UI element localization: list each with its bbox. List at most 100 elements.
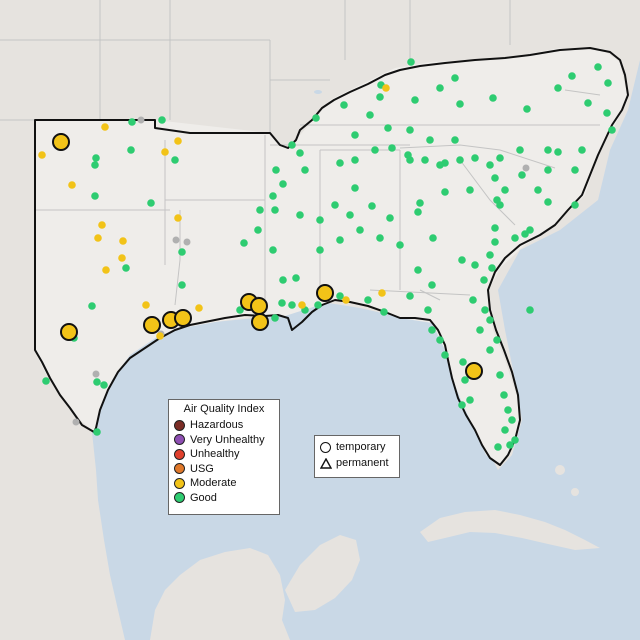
good-monitor-marker[interactable] <box>451 136 459 144</box>
inactive-monitor-marker[interactable] <box>522 164 530 172</box>
good-monitor-marker[interactable] <box>534 186 542 194</box>
good-monitor-marker[interactable] <box>456 100 464 108</box>
good-monitor-marker[interactable] <box>301 166 309 174</box>
good-monitor-marker[interactable] <box>526 226 534 234</box>
good-monitor-marker[interactable] <box>488 264 496 272</box>
good-monitor-marker[interactable] <box>481 306 489 314</box>
good-monitor-marker[interactable] <box>122 264 130 272</box>
good-monitor-marker[interactable] <box>278 299 286 307</box>
good-monitor-marker[interactable] <box>496 201 504 209</box>
good-monitor-marker[interactable] <box>127 146 135 154</box>
good-monitor-marker[interactable] <box>340 101 348 109</box>
good-monitor-marker[interactable] <box>88 302 96 310</box>
good-monitor-marker[interactable] <box>128 118 136 126</box>
moderate-temporary-monitor-marker[interactable] <box>174 309 192 327</box>
good-monitor-marker[interactable] <box>506 441 514 449</box>
good-monitor-marker[interactable] <box>491 238 499 246</box>
good-monitor-marker[interactable] <box>93 428 101 436</box>
good-monitor-marker[interactable] <box>316 216 324 224</box>
good-monitor-marker[interactable] <box>526 306 534 314</box>
inactive-monitor-marker[interactable] <box>92 370 100 378</box>
good-monitor-marker[interactable] <box>496 154 504 162</box>
good-monitor-marker[interactable] <box>271 314 279 322</box>
good-monitor-marker[interactable] <box>91 192 99 200</box>
good-monitor-marker[interactable] <box>504 406 512 414</box>
good-monitor-marker[interactable] <box>501 186 509 194</box>
good-monitor-marker[interactable] <box>351 156 359 164</box>
good-monitor-marker[interactable] <box>376 234 384 242</box>
good-monitor-marker[interactable] <box>441 159 449 167</box>
good-monitor-marker[interactable] <box>256 206 264 214</box>
moderate-monitor-marker[interactable] <box>118 254 126 262</box>
good-monitor-marker[interactable] <box>554 84 562 92</box>
good-monitor-marker[interactable] <box>486 316 494 324</box>
good-monitor-marker[interactable] <box>436 84 444 92</box>
good-monitor-marker[interactable] <box>456 156 464 164</box>
good-monitor-marker[interactable] <box>501 426 509 434</box>
good-monitor-marker[interactable] <box>594 63 602 71</box>
good-monitor-marker[interactable] <box>459 358 467 366</box>
good-monitor-marker[interactable] <box>486 251 494 259</box>
good-monitor-marker[interactable] <box>380 308 388 316</box>
moderate-monitor-marker[interactable] <box>156 332 164 340</box>
good-monitor-marker[interactable] <box>279 276 287 284</box>
moderate-monitor-marker[interactable] <box>382 84 390 92</box>
good-monitor-marker[interactable] <box>486 161 494 169</box>
good-monitor-marker[interactable] <box>426 136 434 144</box>
inactive-monitor-marker[interactable] <box>183 238 191 246</box>
good-monitor-marker[interactable] <box>100 381 108 389</box>
good-monitor-marker[interactable] <box>568 72 576 80</box>
good-monitor-marker[interactable] <box>42 377 50 385</box>
good-monitor-marker[interactable] <box>351 184 359 192</box>
moderate-monitor-marker[interactable] <box>161 148 169 156</box>
moderate-monitor-marker[interactable] <box>378 289 386 297</box>
good-monitor-marker[interactable] <box>428 281 436 289</box>
good-monitor-marker[interactable] <box>296 149 304 157</box>
good-monitor-marker[interactable] <box>476 326 484 334</box>
good-monitor-marker[interactable] <box>511 436 519 444</box>
good-monitor-marker[interactable] <box>466 396 474 404</box>
good-monitor-marker[interactable] <box>471 261 479 269</box>
good-monitor-marker[interactable] <box>336 236 344 244</box>
good-monitor-marker[interactable] <box>376 93 384 101</box>
moderate-temporary-monitor-marker[interactable] <box>251 313 269 331</box>
good-monitor-marker[interactable] <box>416 199 424 207</box>
good-monitor-marker[interactable] <box>364 296 372 304</box>
good-monitor-marker[interactable] <box>571 166 579 174</box>
moderate-monitor-marker[interactable] <box>174 137 182 145</box>
good-monitor-marker[interactable] <box>491 174 499 182</box>
good-monitor-marker[interactable] <box>158 116 166 124</box>
good-monitor-marker[interactable] <box>494 443 502 451</box>
good-monitor-marker[interactable] <box>608 126 616 134</box>
good-monitor-marker[interactable] <box>441 351 449 359</box>
moderate-temporary-monitor-marker[interactable] <box>316 284 334 302</box>
good-monitor-marker[interactable] <box>91 161 99 169</box>
inactive-monitor-marker[interactable] <box>172 236 180 244</box>
good-monitor-marker[interactable] <box>178 248 186 256</box>
moderate-temporary-monitor-marker[interactable] <box>60 323 78 341</box>
good-monitor-marker[interactable] <box>336 159 344 167</box>
good-monitor-marker[interactable] <box>254 226 262 234</box>
moderate-monitor-marker[interactable] <box>298 301 306 309</box>
moderate-temporary-monitor-marker[interactable] <box>250 297 268 315</box>
good-monitor-marker[interactable] <box>436 336 444 344</box>
good-monitor-marker[interactable] <box>421 156 429 164</box>
good-monitor-marker[interactable] <box>271 206 279 214</box>
good-monitor-marker[interactable] <box>386 214 394 222</box>
moderate-monitor-marker[interactable] <box>98 221 106 229</box>
good-monitor-marker[interactable] <box>604 79 612 87</box>
good-monitor-marker[interactable] <box>272 166 280 174</box>
moderate-temporary-monitor-marker[interactable] <box>143 316 161 334</box>
moderate-monitor-marker[interactable] <box>342 296 350 304</box>
good-monitor-marker[interactable] <box>469 296 477 304</box>
good-monitor-marker[interactable] <box>458 401 466 409</box>
good-monitor-marker[interactable] <box>279 180 287 188</box>
good-monitor-marker[interactable] <box>414 266 422 274</box>
good-monitor-marker[interactable] <box>269 192 277 200</box>
moderate-monitor-marker[interactable] <box>142 301 150 309</box>
good-monitor-marker[interactable] <box>336 292 344 300</box>
good-monitor-marker[interactable] <box>331 201 339 209</box>
good-monitor-marker[interactable] <box>428 326 436 334</box>
good-monitor-marker[interactable] <box>356 226 364 234</box>
